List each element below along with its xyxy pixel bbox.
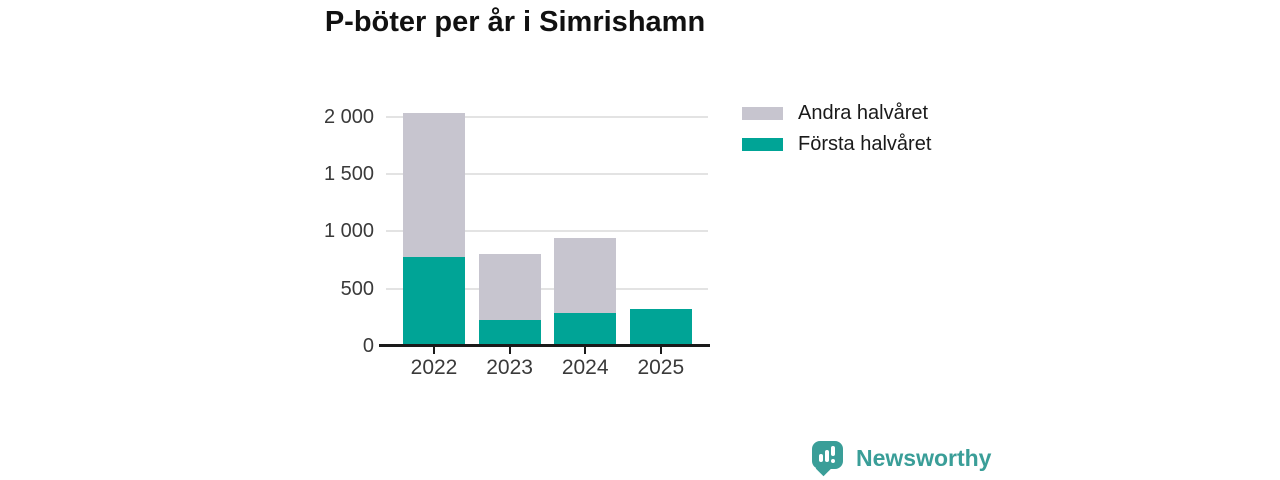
legend-swatch	[742, 138, 783, 151]
y-tick-label: 2 000	[323, 105, 374, 128]
y-tick-label: 0	[362, 335, 374, 357]
y-tick-label: 500	[340, 277, 374, 300]
plot-area	[386, 89, 708, 346]
bar-segment-2025-första	[629, 309, 692, 346]
gridline	[386, 287, 708, 290]
newsworthy-logo-icon	[812, 440, 847, 477]
bar-segment-2022-första	[403, 256, 465, 346]
x-tick-label: 2025	[637, 356, 685, 379]
legend-label: Andra halvåret	[798, 102, 929, 124]
bar-segment-2022-andra	[403, 113, 465, 257]
gridline	[386, 115, 708, 118]
brand-footer[interactable]: Newsworthy	[812, 440, 991, 477]
bar-segment-2024-första	[554, 312, 617, 346]
x-tick-mark	[659, 347, 662, 354]
logo-chart-bar	[831, 446, 835, 456]
gridline	[386, 172, 708, 175]
x-tick-label: 2023	[486, 356, 533, 379]
bar-segment-2023-första	[478, 319, 541, 346]
y-tick-label: 1 000	[323, 220, 374, 243]
y-axis-labels: 0 500 1 000 1 500 2 000	[260, 89, 374, 357]
legend-item: Första halvåret	[742, 132, 931, 157]
x-tick-label: 2024	[561, 356, 609, 379]
x-tick-mark	[584, 347, 587, 354]
x-tick-mark	[508, 347, 511, 354]
y-tick-label: 1 500	[323, 162, 374, 185]
bar-segment-2024-andra	[554, 238, 617, 313]
brand-wordmark: Newsworthy	[856, 445, 992, 471]
legend-label: Första halvåret	[798, 133, 932, 155]
gridline	[386, 230, 708, 233]
logo-chart-bar	[825, 450, 829, 462]
x-tick-label: 2022	[410, 356, 458, 379]
x-tick-mark	[433, 347, 435, 354]
legend-swatch	[742, 107, 783, 120]
logo-exclamation-dot	[831, 459, 835, 463]
logo-chart-bar	[819, 454, 823, 462]
legend: Andra halvåret Första halvåret	[742, 101, 931, 163]
chart-title: P-böter per år i Simrishamn	[324, 6, 706, 38]
x-axis-line	[379, 344, 710, 347]
legend-item: Andra halvåret	[742, 101, 931, 126]
bar-segment-2023-andra	[478, 254, 541, 320]
